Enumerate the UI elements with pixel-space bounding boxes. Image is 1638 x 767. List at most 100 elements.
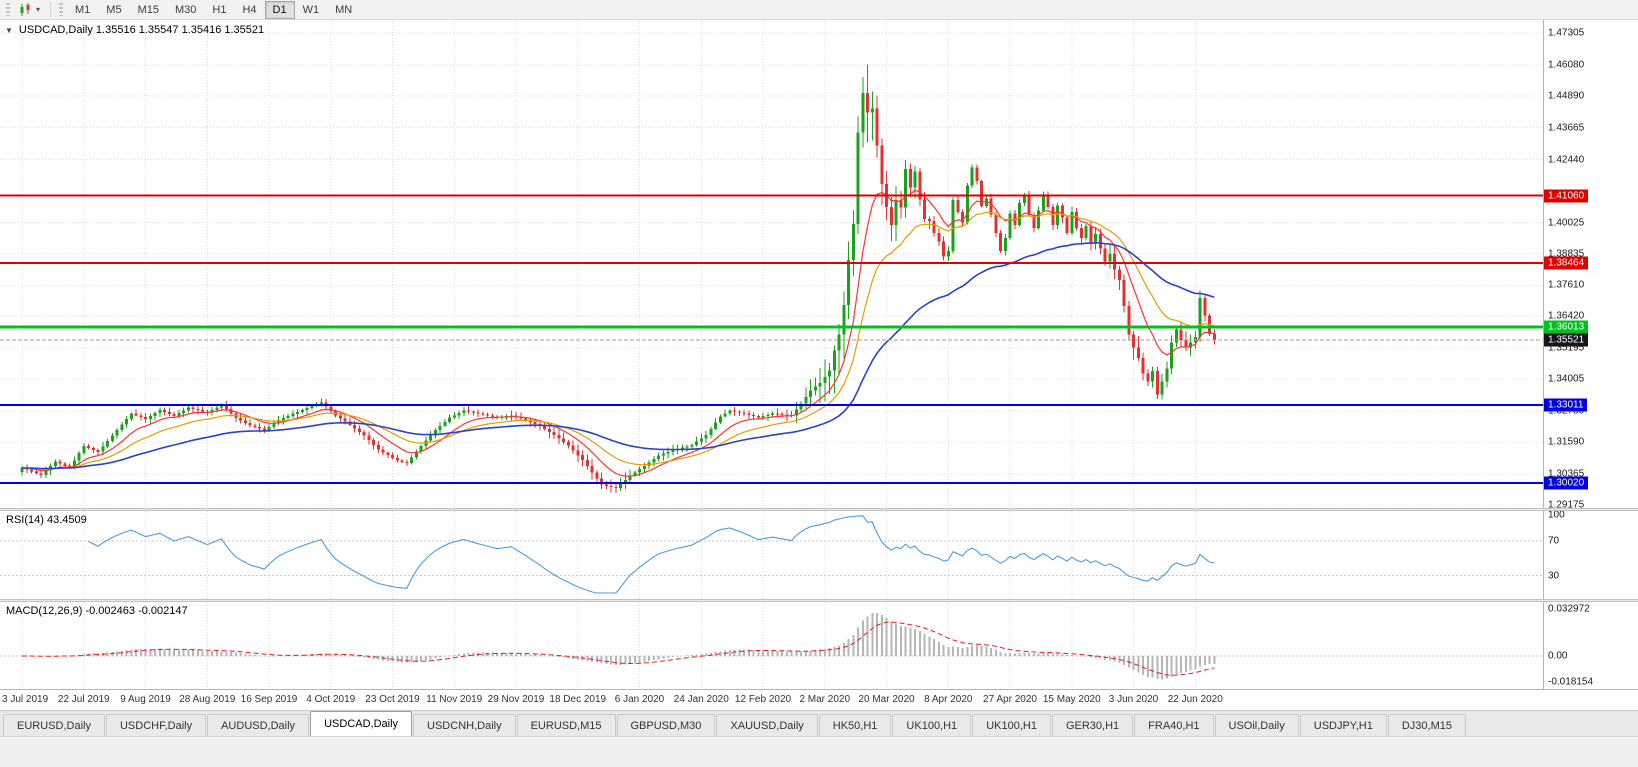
chart-tabs-bar: EURUSD,Daily USDCHF,Daily AUDUSD,Daily USDC… (0, 710, 1638, 736)
chart-tab-usoil-daily[interactable]: USOil,Daily (1214, 714, 1299, 736)
price-tick-label: 1.42440 (1548, 154, 1585, 166)
one-click-trading-toggle[interactable]: ▼ (5, 25, 13, 35)
date-label: 3 Jun 2020 (1108, 694, 1159, 705)
price-line-badge: 1.30020 (1544, 476, 1589, 490)
date-label: 11 Nov 2019 (426, 694, 483, 705)
rsi-indicator-panel[interactable]: RSI(14) 43.4509 (0, 511, 1543, 599)
chart-tab-usdjpy-h1[interactable]: USDJPY,H1 (1299, 714, 1387, 736)
rsi-label: RSI(14) 43.4509 (6, 514, 87, 526)
price-tick-label: 1.35195 (1548, 342, 1585, 354)
price-tick-label: 1.37610 (1548, 279, 1585, 291)
chart-tab-usdcnh-daily[interactable]: USDCNH,Daily (413, 714, 516, 736)
rsi-grid (0, 511, 1543, 599)
chart-tab-eurusd-m15[interactable]: EURUSD,M15 (516, 714, 616, 736)
rsi-axis-label: 100 (1548, 509, 1565, 521)
price-tick-label: 1.30365 (1548, 468, 1585, 480)
ma-fast-line (21, 189, 1215, 477)
chart-tab-audusd-daily[interactable]: AUDUSD,Daily (207, 714, 310, 736)
date-label: 22 Jul 2019 (57, 694, 110, 705)
timeframe-button-h4[interactable]: H4 (242, 3, 257, 16)
macd-indicator-panel[interactable]: MACD(12,26,9) -0.002463 -0.002147 (0, 602, 1543, 689)
timeframe-button-m30[interactable]: M30 (174, 3, 197, 16)
macd-axis-label: -0.018154 (1548, 676, 1594, 688)
macd-histogram (25, 613, 1216, 680)
toolbar-separator (50, 2, 52, 17)
price-chart-canvas[interactable] (0, 20, 1543, 508)
current-price-badge: 1.35521 (1544, 333, 1589, 347)
macd-axis-label: 0.032972 (1548, 603, 1590, 615)
macd-signal-line (22, 621, 1215, 676)
chart-tab-usdchf-daily[interactable]: USDCHF,Daily (105, 714, 207, 736)
date-label: 23 Oct 2019 (365, 694, 420, 705)
candles (20, 64, 1216, 494)
price-axis[interactable]: 1.47305 1.46080 1.44890 1.43665 1.42440 1.400… (1543, 20, 1638, 689)
price-tick-label: 1.43665 (1548, 122, 1585, 134)
price-line-badge: 1.36013 (1544, 320, 1589, 334)
date-label: 18 Dec 2019 (549, 694, 607, 705)
chart-tab-ger30-h1[interactable]: GER30,H1 (1051, 714, 1134, 736)
chart-tab-uk100-h1[interactable]: UK100,H1 (892, 714, 972, 736)
rsi-axis-label: 30 (1548, 570, 1560, 582)
panel-splitter[interactable] (0, 599, 1638, 602)
chart-type-button[interactable]: ▾ (14, 1, 44, 18)
chart-header: ▼ USDCAD,Daily 1.35516 1.35547 1.35416 1… (5, 24, 264, 36)
chart-title: USDCAD,Daily 1.35516 1.35547 1.35416 1.3… (18, 24, 265, 36)
ma-mid-line (21, 211, 1215, 471)
date-label: 15 May 2020 (1042, 694, 1101, 705)
chart-tab-hk50-h1[interactable]: HK50,H1 (818, 714, 892, 736)
chart-tab-fra40-h1[interactable]: FRA40,H1 (1134, 714, 1214, 736)
date-label: 6 Jan 2020 (614, 694, 665, 705)
timeframe-button-d1[interactable]: D1 (264, 0, 295, 19)
price-chart-panel[interactable]: ▼ USDCAD,Daily 1.35516 1.35547 1.35416 1… (0, 20, 1543, 508)
macd-canvas[interactable] (0, 602, 1543, 689)
price-tick-label: 1.44890 (1548, 90, 1585, 102)
price-tick-label: 1.34005 (1548, 373, 1585, 385)
chart-tab-gbpusd-m30[interactable]: GBPUSD,M30 (616, 714, 716, 736)
timeframe-button-mn[interactable]: MN (335, 3, 353, 16)
macd-grid (0, 602, 1543, 689)
price-tick-label: 1.31590 (1548, 436, 1585, 448)
date-label: 27 Apr 2020 (983, 694, 1037, 705)
toolbar-grip[interactable] (6, 3, 10, 16)
date-label: 2 Mar 2020 (799, 694, 851, 705)
chart-tab-usdcad-daily[interactable]: USDCAD,Daily (310, 711, 413, 736)
ma-slow-line (21, 241, 1215, 470)
horizontal-lines (0, 194, 1543, 484)
date-label: 8 Apr 2020 (924, 694, 973, 705)
date-label: 28 Aug 2019 (179, 694, 236, 705)
timeframe-button-m15[interactable]: M15 (137, 3, 159, 16)
price-tick-label: 1.29175 (1548, 499, 1585, 511)
price-tick-label: 1.46080 (1548, 59, 1585, 71)
time-axis[interactable]: 3 Jul 2019 22 Jul 2019 9 Aug 2019 28 Aug 20… (0, 689, 1638, 710)
price-line-badge: 1.38464 (1544, 256, 1589, 270)
date-label: 29 Nov 2019 (487, 694, 545, 705)
price-line-badge: 1.33011 (1544, 398, 1588, 412)
status-bar (0, 736, 1638, 767)
rsi-canvas[interactable] (0, 511, 1543, 599)
timeframe-button-m5[interactable]: M5 (106, 3, 122, 16)
price-line-badge: 1.41060 (1544, 189, 1589, 202)
date-label: 16 Sep 2019 (240, 694, 298, 705)
dropdown-caret-icon: ▾ (36, 4, 41, 14)
panel-splitter[interactable] (0, 508, 1638, 511)
timeframe-button-m1[interactable]: M1 (75, 3, 91, 16)
chart-tab-eurusd-daily[interactable]: EURUSD,Daily (3, 714, 105, 736)
timeframe-button-w1[interactable]: W1 (302, 3, 320, 16)
timeframe-button-h1[interactable]: H1 (212, 3, 227, 16)
candlestick-chart-icon (20, 2, 30, 16)
chart-tab-xauusd-daily[interactable]: XAUUSD,Daily (716, 714, 818, 736)
rsi-axis-label: 70 (1548, 535, 1560, 547)
macd-axis-label: 0.00 (1548, 650, 1568, 662)
timeframes-toolbar: ▾ M1 M5 M15 M30 H1 H4 D1 W1 MN (0, 0, 1638, 20)
price-grid (0, 20, 1543, 508)
toolbar-grip[interactable] (59, 3, 64, 16)
date-label: 3 Jul 2019 (2, 694, 49, 705)
chart-tab-uk100-h1[interactable]: UK100,H1 (972, 714, 1051, 736)
date-label: 4 Oct 2019 (306, 694, 356, 705)
price-tick-label: 1.47305 (1548, 27, 1585, 39)
macd-label: MACD(12,26,9) -0.002463 -0.002147 (6, 605, 188, 617)
date-label: 24 Jan 2020 (673, 694, 729, 705)
price-tick-label: 1.36420 (1548, 310, 1585, 322)
chart-tab-dj30-m15[interactable]: DJ30,M15 (1387, 714, 1466, 736)
